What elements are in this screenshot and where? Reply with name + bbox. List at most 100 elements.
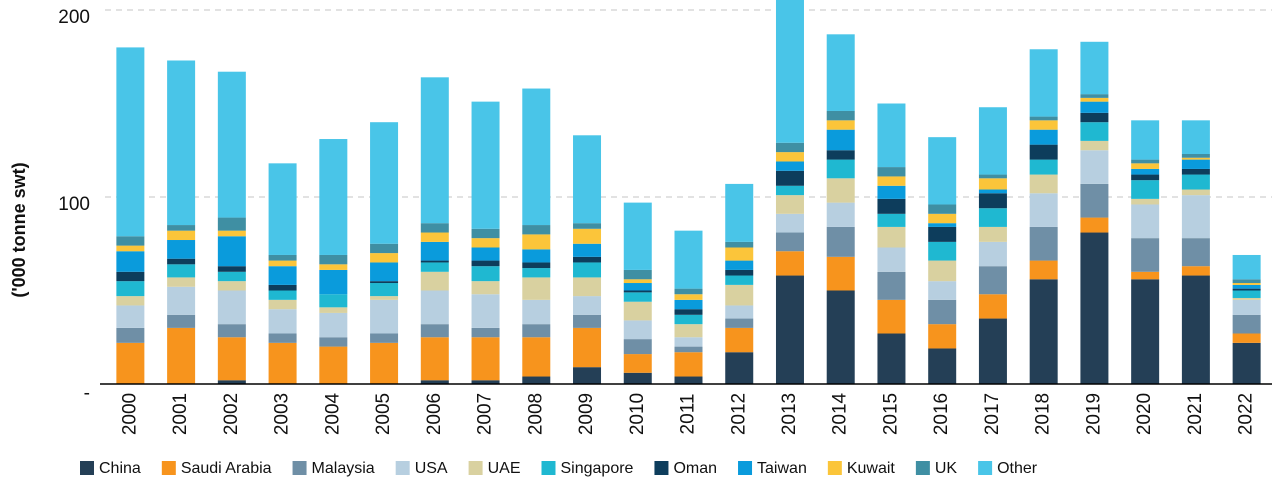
legend-label: Singapore: [561, 460, 634, 477]
bar-segment: [928, 213, 957, 224]
bar-segment: [725, 269, 754, 276]
bar-segment: [217, 337, 246, 381]
bar-segment: [1131, 120, 1160, 160]
x-tick-label: 2020: [1134, 393, 1155, 435]
bar-segment: [725, 247, 754, 261]
bar-segment: [725, 241, 754, 248]
bar-segment: [877, 299, 906, 334]
bar-segment: [217, 230, 246, 237]
legend-label: China: [99, 460, 141, 477]
bar-segment: [1232, 314, 1261, 334]
bar-segment: [877, 198, 906, 214]
bar-segment: [420, 260, 449, 263]
x-tick-label: 2000: [119, 393, 140, 435]
bar-segment: [420, 290, 449, 325]
bar-segment: [1029, 116, 1058, 121]
legend-label: USA: [415, 460, 448, 477]
bar-segment: [167, 277, 196, 287]
bar-segment: [775, 232, 804, 252]
bar-segment: [319, 346, 348, 384]
bar-segment: [775, 213, 804, 233]
bar-segment: [522, 324, 551, 338]
legend: China Saudi Arabia Malaysia USA UAE Singapore…: [80, 460, 1038, 477]
x-tick-label: 2017: [982, 393, 1003, 435]
bar-segment: [420, 271, 449, 291]
bar-segment: [978, 226, 1007, 242]
bar-segment: [319, 254, 348, 265]
bar-segment: [420, 77, 449, 224]
bar-segment: [877, 226, 906, 248]
bar-segment: [1080, 122, 1109, 141]
bar-segment: [217, 380, 246, 384]
bar-segment: [1181, 157, 1210, 160]
bar-segment: [674, 230, 703, 289]
bar-segment: [370, 333, 399, 343]
bar-segment: [877, 247, 906, 272]
bar-segment: [1232, 333, 1261, 343]
legend-swatch: [161, 461, 176, 475]
bar-segment: [1232, 284, 1261, 289]
bar-segment: [217, 236, 246, 267]
x-tick-label: 2011: [678, 394, 699, 435]
bar-segment: [978, 266, 1007, 295]
bar-segment: [522, 249, 551, 263]
bar-segment: [674, 346, 703, 353]
bar-segment: [217, 324, 246, 338]
bar-segment: [928, 281, 957, 300]
bar-segment: [826, 120, 855, 130]
bar-segment: [978, 318, 1007, 384]
legend-swatch: [915, 461, 930, 475]
bar-segment: [725, 275, 754, 285]
bar-segment: [1181, 238, 1210, 267]
bar-segment: [573, 256, 602, 263]
bar-segment: [978, 208, 1007, 227]
bar-segment: [370, 262, 399, 282]
bar-segment: [116, 327, 145, 343]
bar-segment: [167, 230, 196, 241]
bar-segment: [775, 142, 804, 153]
bar-segment: [928, 348, 957, 384]
bar-segment: [1232, 342, 1261, 384]
bar-segment: [1232, 297, 1261, 300]
x-tick-label: 2002: [221, 393, 242, 435]
bar-segment: [1131, 163, 1160, 169]
bar-segment: [217, 281, 246, 291]
bar-segment: [1080, 150, 1109, 184]
bar-segment: [1131, 271, 1160, 280]
bar-segment: [877, 176, 906, 186]
bar-segment: [116, 245, 145, 252]
bar-segment: [1131, 168, 1160, 175]
bar-segment: [319, 264, 348, 270]
bar-segment: [775, 161, 804, 171]
bar-segment: [725, 284, 754, 306]
bar-segment: [725, 318, 754, 328]
bar-segment: [319, 307, 348, 313]
bar-segment: [775, 195, 804, 214]
bar-segment: [623, 269, 652, 280]
bar-segment: [573, 243, 602, 257]
bar-segment: [1181, 275, 1210, 384]
bar-segment: [1080, 97, 1109, 102]
bar-segment: [1181, 159, 1210, 169]
bar-segment: [116, 296, 145, 306]
bar-segment: [573, 314, 602, 328]
bar-segment: [877, 333, 906, 384]
bar-segment: [725, 260, 754, 270]
bar-segment: [573, 277, 602, 297]
bar-segment: [1029, 144, 1058, 160]
bar-segment: [370, 253, 399, 263]
bar-segment: [928, 137, 957, 205]
bar-segment: [370, 342, 399, 384]
bar-segment: [471, 266, 500, 282]
bar-segment: [370, 299, 399, 334]
bar-segment: [167, 60, 196, 226]
bar-segment: [522, 299, 551, 325]
bar-segment: [1232, 279, 1261, 284]
legend-swatch: [468, 461, 483, 475]
bar-segment: [1232, 254, 1261, 280]
bar-segment: [725, 183, 754, 242]
bar-segment: [471, 247, 500, 261]
bar-segment: [370, 283, 399, 297]
bar-segment: [674, 376, 703, 384]
